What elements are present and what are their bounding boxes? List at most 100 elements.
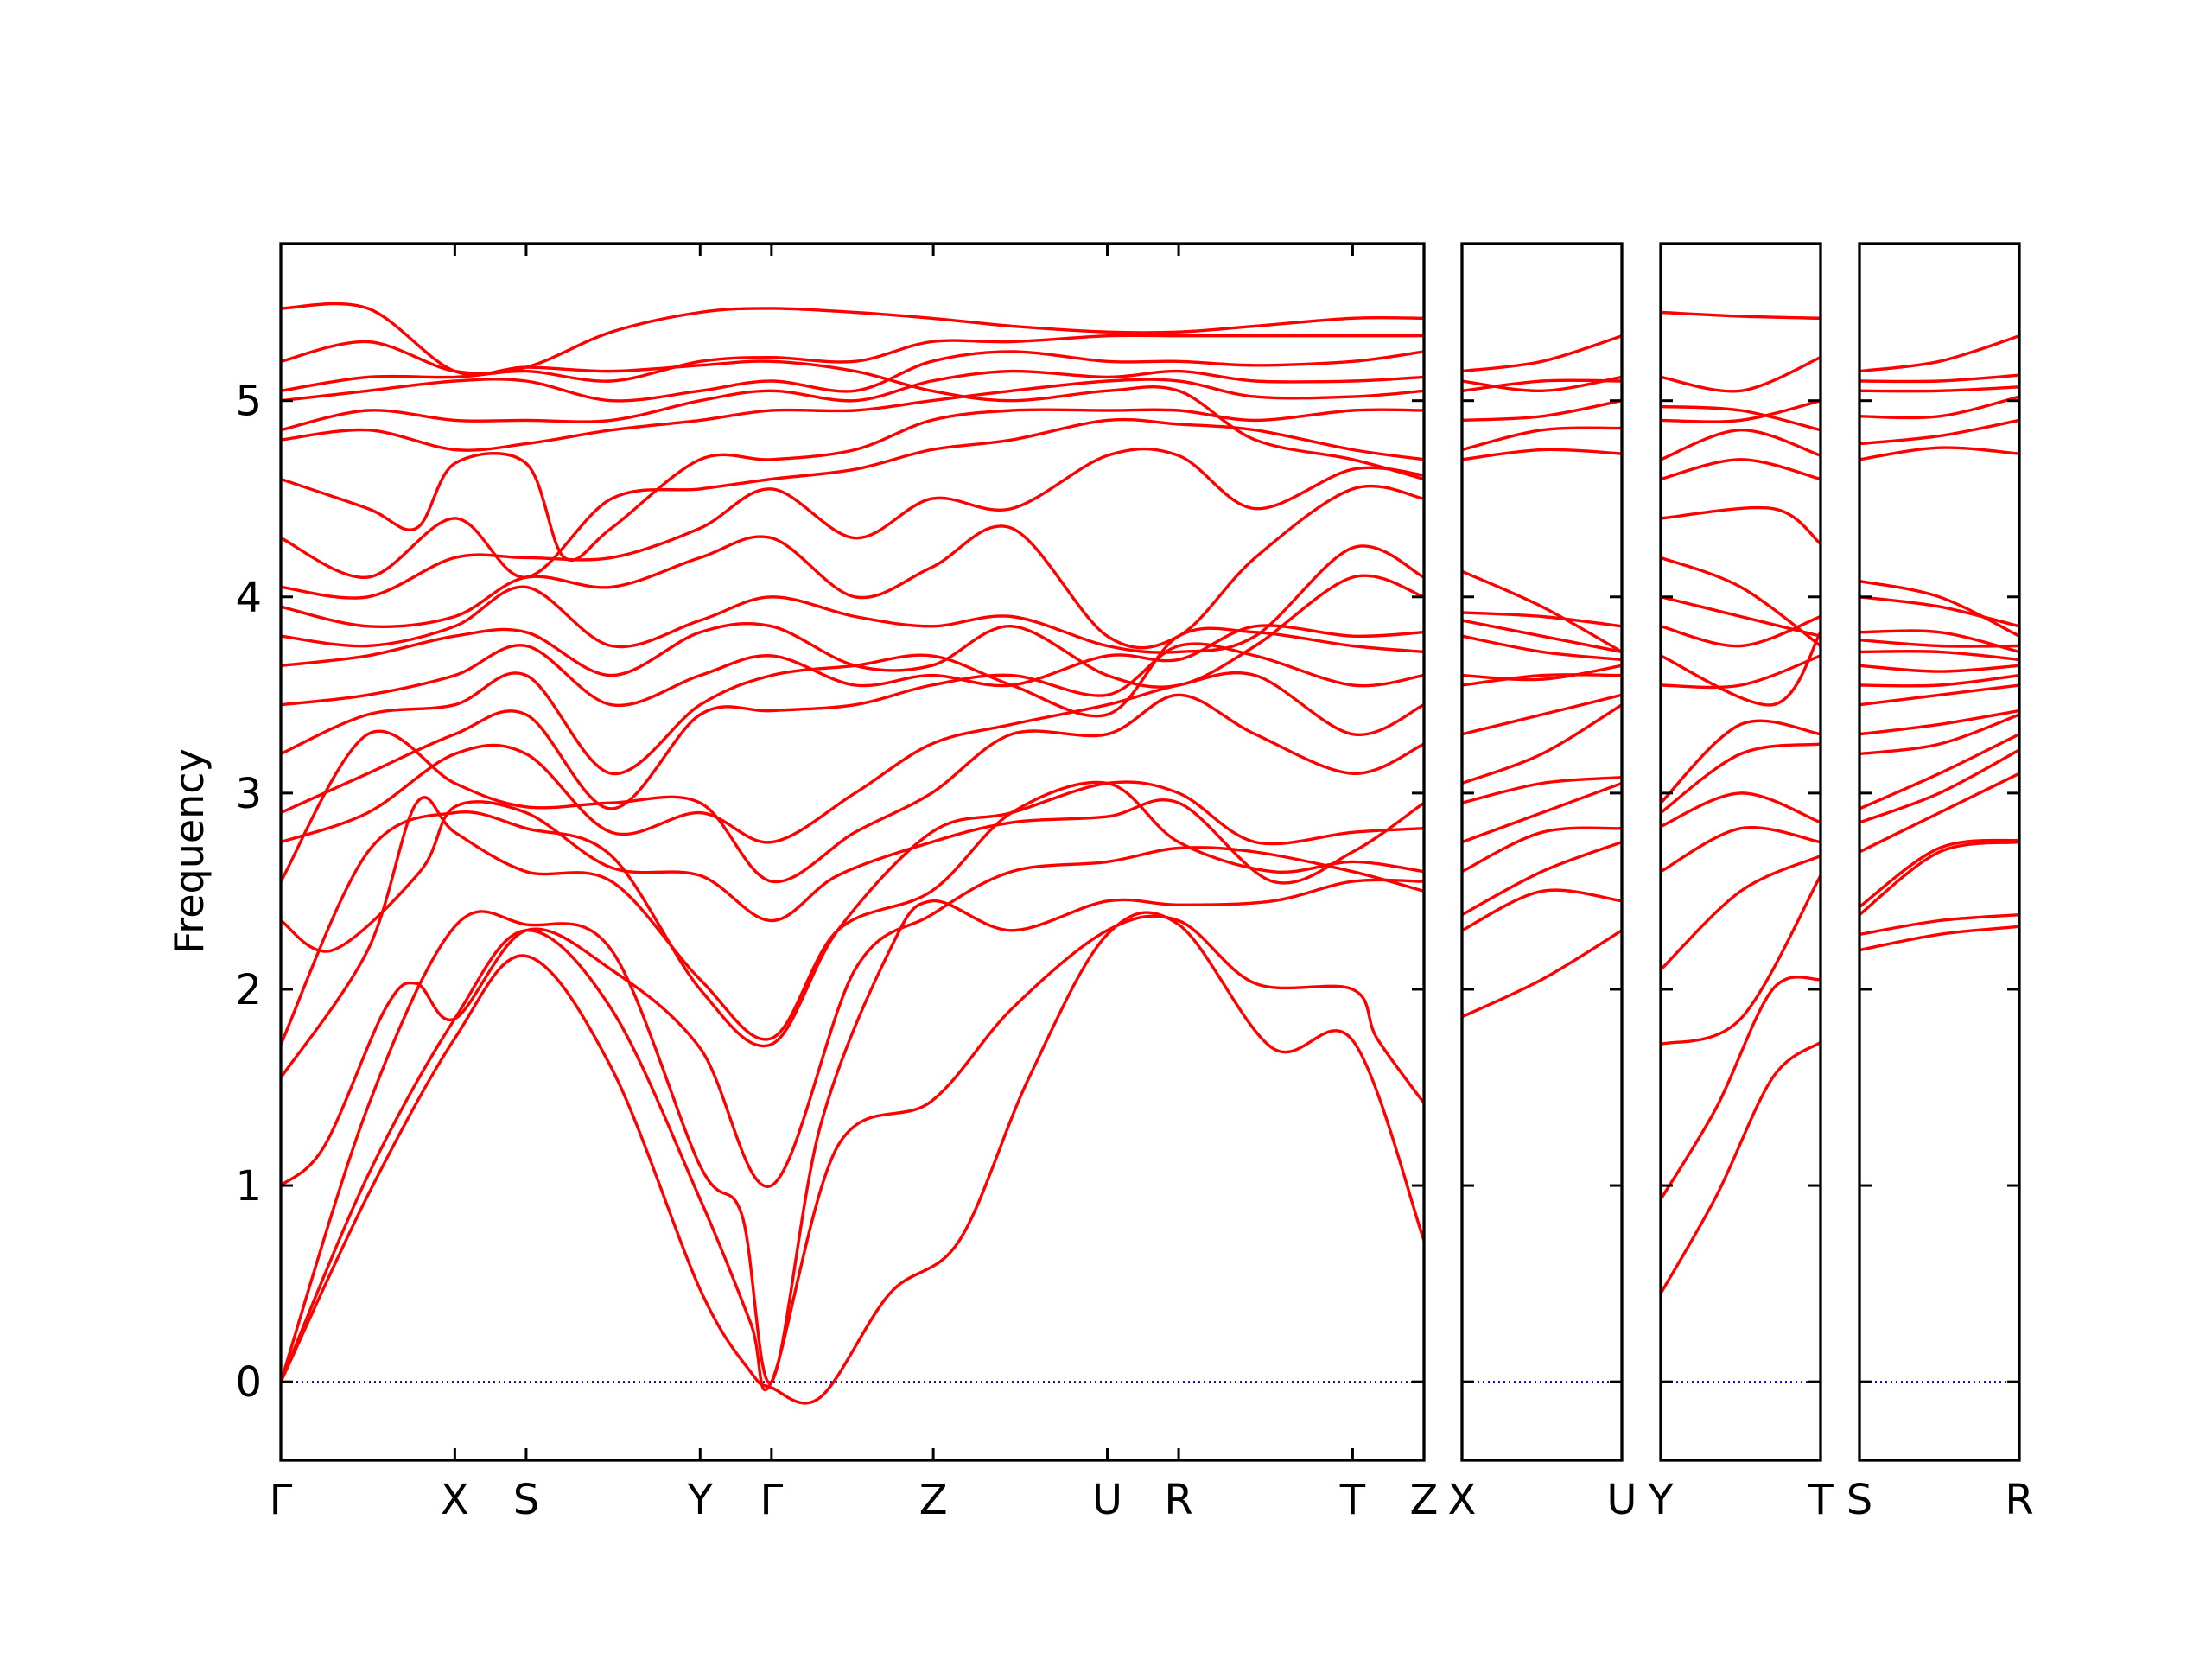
band-line-16 <box>1661 428 1821 461</box>
x-tick-label: Z <box>1410 1476 1439 1524</box>
band-line-18 <box>1661 404 1821 432</box>
band-line-17 <box>1661 399 1821 423</box>
x-tick-label: T <box>1807 1476 1834 1524</box>
band-line-6 <box>1661 791 1821 829</box>
band-line-14 <box>281 544 1424 654</box>
band-line-3 <box>1859 840 2019 917</box>
y-tick-label: 1 <box>235 1162 262 1211</box>
band-line-18 <box>1859 446 2019 461</box>
band-line-11 <box>281 626 1424 775</box>
band-line-1 <box>1661 1040 1821 1295</box>
band-line-13 <box>1661 556 1821 648</box>
band-line-19 <box>281 378 1424 452</box>
band-line-4 <box>281 846 1424 1188</box>
x-tick-label: S <box>513 1476 539 1524</box>
band-line-17 <box>1462 399 1622 423</box>
band-line-19 <box>1661 356 1821 393</box>
band-line-10 <box>281 642 1424 815</box>
x-tick-label: Γ <box>760 1476 783 1524</box>
band-line-21 <box>281 350 1424 403</box>
band-line-10 <box>1462 664 1622 682</box>
x-tick-label: Y <box>687 1476 714 1524</box>
band-line-8 <box>1462 693 1622 736</box>
band-line-11 <box>1661 614 1821 648</box>
band-line-15 <box>281 484 1424 650</box>
x-tick-label: Γ <box>270 1476 293 1524</box>
bands-group <box>281 302 1424 1405</box>
band-line-20 <box>281 369 1424 432</box>
band-line-14 <box>1462 569 1622 654</box>
y-tick-label: 0 <box>235 1358 262 1407</box>
x-tick-label: T <box>1339 1476 1366 1524</box>
x-tick-label: X <box>1448 1476 1477 1524</box>
band-line-20 <box>1859 395 2019 420</box>
band-line-8 <box>1859 713 2019 756</box>
band-line-6 <box>1462 776 1622 804</box>
band-line-1 <box>281 911 1424 1405</box>
band-line-12 <box>1859 664 2019 673</box>
panel-frame <box>1858 242 2021 1462</box>
band-line-13 <box>281 574 1424 689</box>
band-line-3 <box>1661 874 1821 1046</box>
panel-frame <box>1460 242 1624 1462</box>
band-line-10 <box>1859 683 2019 707</box>
band-line-4 <box>1661 854 1821 971</box>
y-tick-label: 5 <box>235 378 262 426</box>
band-line-3 <box>281 878 1424 1384</box>
y-tick-label: 3 <box>235 770 262 818</box>
band-line-20 <box>1661 310 1821 320</box>
band-line-9 <box>1661 654 1821 690</box>
band-line-4 <box>1462 826 1622 874</box>
band-line-22 <box>1859 373 2019 384</box>
y-axis-label: Frequency <box>166 748 213 954</box>
band-line-22 <box>281 334 1424 392</box>
y-tick-label: 4 <box>235 574 262 622</box>
band-line-2 <box>1462 888 1622 932</box>
band-line-2 <box>1859 913 2019 937</box>
band-line-16 <box>281 447 1424 600</box>
band-line-15 <box>1859 629 2019 654</box>
band-line-12 <box>1661 595 1821 638</box>
band-line-15 <box>1661 458 1821 481</box>
band-line-5 <box>1661 826 1821 874</box>
band-line-16 <box>1859 595 2019 628</box>
bands-group <box>1661 310 1821 1295</box>
band-line-18 <box>281 408 1424 563</box>
x-tick-label: X <box>441 1476 469 1524</box>
band-line-9 <box>1462 673 1622 687</box>
band-line-20 <box>1462 334 1622 373</box>
band-line-7 <box>281 798 1424 953</box>
band-line-11 <box>1462 634 1622 662</box>
band-line-17 <box>281 417 1424 579</box>
band-line-21 <box>1859 385 2019 393</box>
band-line-19 <box>1462 375 1622 393</box>
band-line-3 <box>1462 840 1622 917</box>
band-line-6 <box>1859 748 2019 824</box>
panel-frame <box>1659 242 1822 1462</box>
band-line-17 <box>1859 579 2019 638</box>
band-line-10 <box>1661 631 1821 707</box>
x-tick-label: Z <box>919 1476 948 1524</box>
band-line-12 <box>281 624 1424 708</box>
x-tick-label: U <box>1092 1476 1122 1524</box>
band-line-19 <box>1859 418 2019 446</box>
bands-group <box>1462 334 1622 1019</box>
y-tick-label: 2 <box>235 966 262 1014</box>
band-line-16 <box>1462 426 1622 452</box>
x-tick-label: U <box>1606 1476 1637 1524</box>
band-line-7 <box>1859 733 2019 810</box>
band-line-13 <box>1462 611 1622 628</box>
band-line-23 <box>1859 334 2019 373</box>
x-tick-label: S <box>1847 1476 1872 1524</box>
band-line-9 <box>1859 709 2019 736</box>
band-line-5 <box>281 780 1424 1079</box>
band-line-1 <box>1859 925 2019 952</box>
band-line-7 <box>1462 703 1622 785</box>
band-line-8 <box>281 693 1424 884</box>
